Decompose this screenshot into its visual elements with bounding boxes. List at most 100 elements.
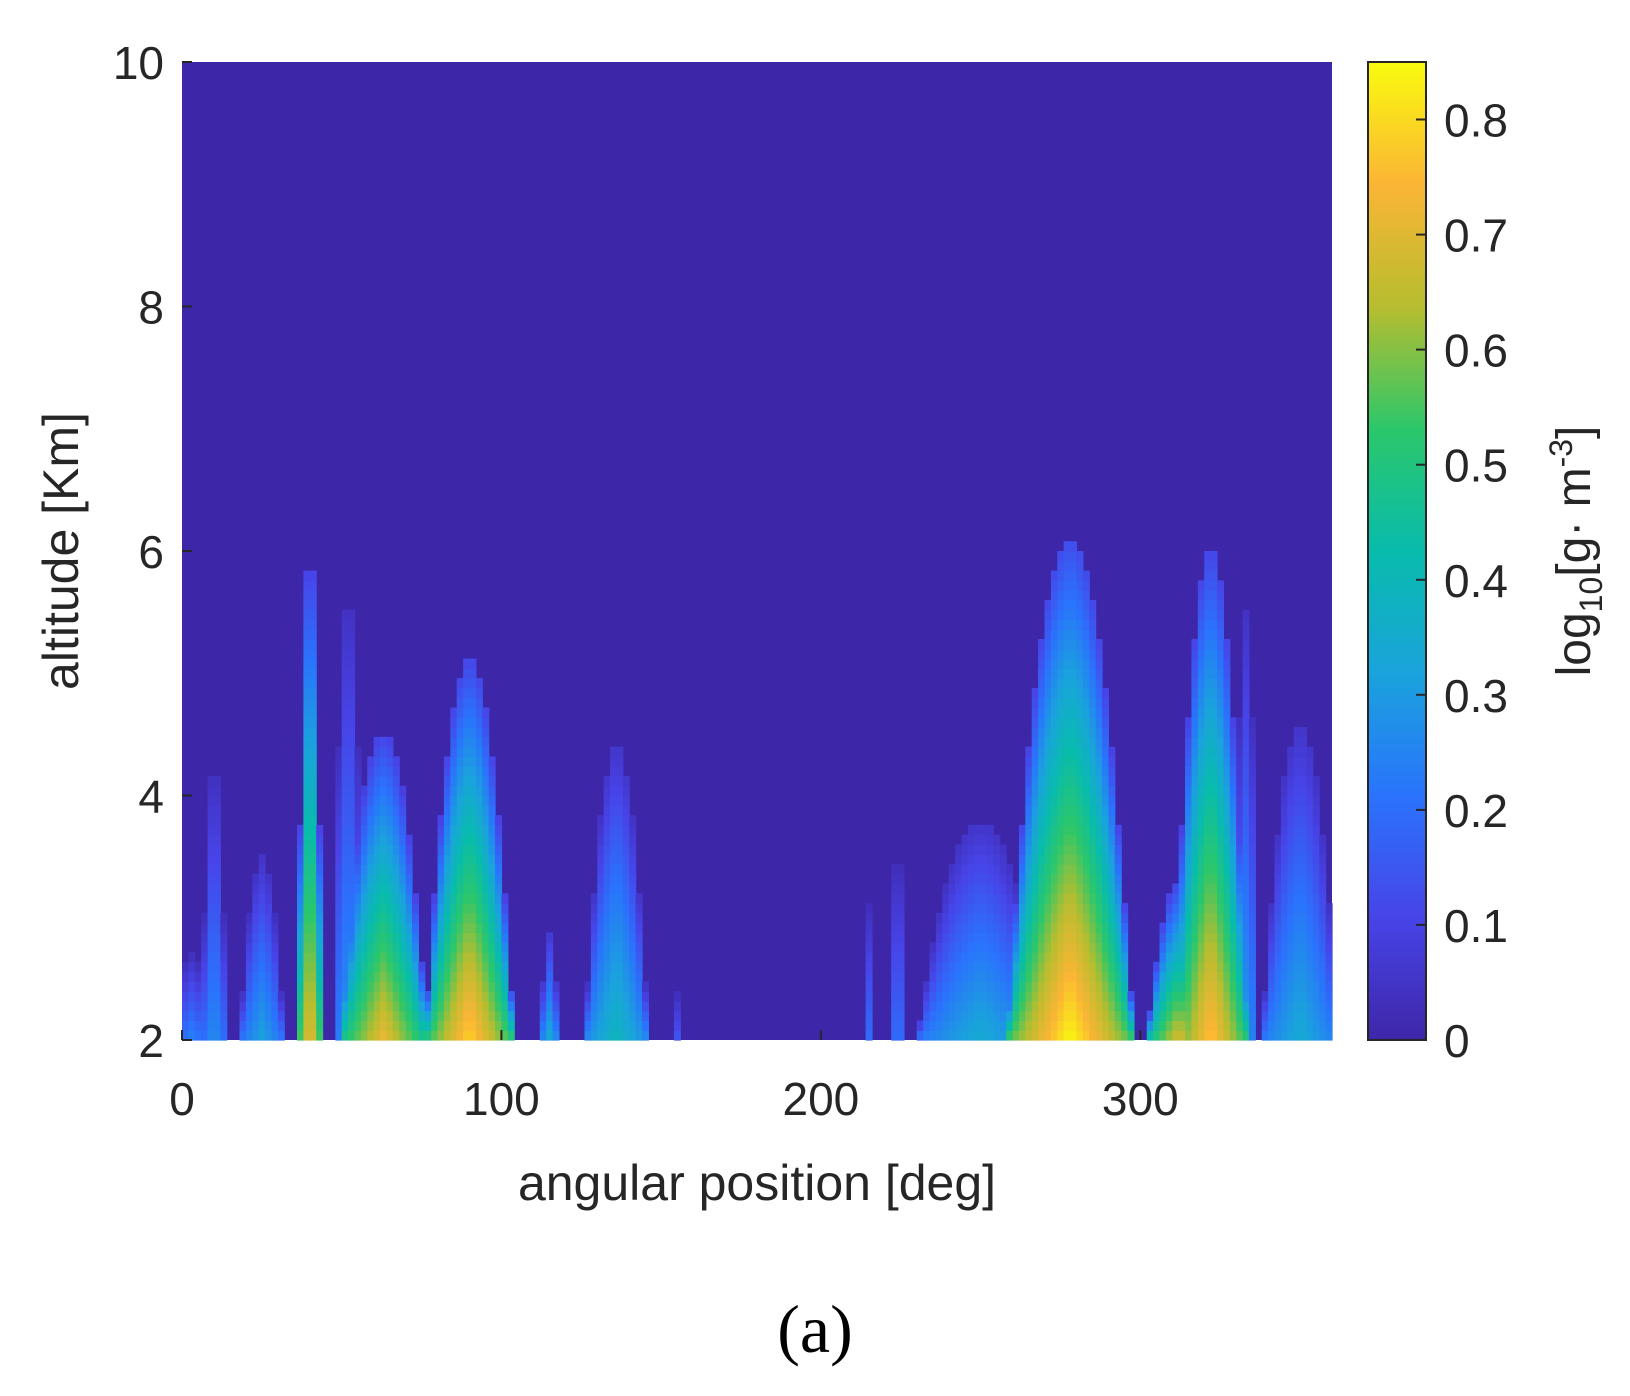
- heatmap-cell: [1044, 883, 1052, 894]
- heatmap-cell: [891, 961, 899, 973]
- heatmap-cell: [309, 1010, 317, 1022]
- heatmap-cell: [974, 844, 982, 855]
- heatmap-cell: [456, 1010, 464, 1022]
- heatmap-cell: [303, 570, 311, 581]
- heatmap-cell: [1089, 687, 1097, 699]
- heatmap-cell: [629, 824, 637, 836]
- heatmap-cell: [616, 961, 624, 973]
- heatmap-cell: [1076, 893, 1084, 904]
- heatmap-cell: [335, 863, 343, 875]
- heatmap-cell: [1063, 785, 1071, 797]
- heatmap-cell: [1312, 795, 1320, 806]
- heatmap-cell: [1076, 746, 1084, 757]
- heatmap-cell: [277, 1030, 285, 1041]
- heatmap-cell: [1089, 609, 1097, 621]
- heatmap-cell: [1306, 873, 1314, 885]
- heatmap-cell: [265, 893, 273, 904]
- heatmap-cell: [188, 961, 196, 973]
- heatmap-cell: [1050, 903, 1058, 914]
- heatmap-cell: [1268, 932, 1276, 943]
- heatmap-cell: [1095, 824, 1103, 836]
- heatmap-cell: [616, 1010, 624, 1022]
- heatmap-cell: [1248, 951, 1256, 963]
- heatmap-cell: [245, 932, 253, 943]
- heatmap-cell: [974, 922, 982, 934]
- heatmap-cell: [1050, 736, 1058, 748]
- heatmap-cell: [1006, 903, 1014, 914]
- heatmap-cell: [1236, 961, 1244, 973]
- heatmap-cell: [1300, 766, 1308, 777]
- heatmap-cell: [629, 1030, 637, 1041]
- heatmap-cell: [1268, 961, 1276, 973]
- heatmap-cell: [1312, 961, 1320, 973]
- heatmap-cell: [1229, 795, 1237, 806]
- heatmap-cell: [1210, 697, 1218, 709]
- heatmap-cell: [1114, 932, 1122, 943]
- heatmap-cell: [335, 942, 343, 953]
- heatmap-cell: [482, 922, 490, 934]
- heatmap-cell: [1312, 805, 1320, 816]
- heatmap-cell: [603, 991, 611, 1002]
- heatmap-cell: [1223, 951, 1231, 963]
- heatmap-cell: [316, 1010, 324, 1022]
- heatmap-cell: [1038, 932, 1046, 943]
- heatmap-cell: [622, 971, 630, 982]
- heatmap-cell: [1108, 815, 1116, 826]
- heatmap-cell: [955, 873, 963, 885]
- heatmap-cell: [1018, 1010, 1026, 1022]
- heatmap-cell: [245, 912, 253, 924]
- heatmap-cell: [399, 834, 407, 845]
- heatmap-cell: [271, 942, 279, 953]
- heatmap-cell: [1306, 942, 1314, 953]
- heatmap-cell: [1223, 1020, 1231, 1031]
- heatmap-cell: [1223, 1010, 1231, 1022]
- heatmap-cell: [316, 883, 324, 894]
- heatmap-cell: [1242, 775, 1250, 787]
- heatmap-cell: [1306, 961, 1314, 973]
- heatmap-cell: [552, 991, 560, 1002]
- heatmap-cell: [392, 922, 400, 934]
- heatmap-cell: [1210, 893, 1218, 904]
- heatmap-cell: [967, 981, 975, 992]
- heatmap-cell: [1070, 687, 1078, 699]
- heatmap-cell: [1280, 785, 1288, 797]
- heatmap-cell: [482, 893, 490, 904]
- heatmap-cell: [597, 971, 605, 982]
- heatmap-cell: [610, 844, 618, 855]
- heatmap-cell: [1070, 736, 1078, 748]
- heatmap-cell: [597, 961, 605, 973]
- heatmap-cell: [616, 883, 624, 894]
- heatmap-cell: [1121, 951, 1129, 963]
- heatmap-cell: [392, 951, 400, 963]
- heatmap-cell: [1223, 961, 1231, 973]
- heatmap-cell: [488, 834, 496, 845]
- heatmap-cell: [431, 922, 439, 934]
- heatmap-cell: [1044, 971, 1052, 982]
- heatmap-cell: [341, 795, 349, 806]
- heatmap-cell: [1102, 844, 1109, 855]
- heatmap-cell: [297, 883, 304, 894]
- heatmap-cell: [1274, 903, 1282, 914]
- heatmap-cell: [207, 775, 215, 787]
- heatmap-cell: [1319, 1030, 1327, 1041]
- heatmap-cell: [463, 658, 471, 669]
- colorbar-label-unit-open: [g: [1548, 537, 1601, 577]
- heatmap-cell: [501, 942, 509, 953]
- heatmap-cell: [1159, 922, 1167, 934]
- heatmap-cell: [392, 815, 400, 826]
- heatmap-cell: [309, 873, 317, 885]
- heatmap-cell: [1089, 1010, 1097, 1022]
- heatmap-cell: [386, 922, 394, 934]
- heatmap-cell: [1063, 961, 1071, 973]
- heatmap-cell: [1261, 991, 1269, 1002]
- heatmap-cell: [1204, 795, 1212, 806]
- heatmap-cell: [1280, 951, 1288, 963]
- heatmap-cell: [271, 922, 279, 934]
- heatmap-cell: [1268, 971, 1276, 982]
- heatmap-cell: [616, 893, 624, 904]
- heatmap-cell: [1236, 766, 1244, 777]
- heatmap-cell: [1063, 746, 1071, 757]
- heatmap-cell: [1248, 971, 1256, 982]
- heatmap-cell: [1050, 746, 1058, 757]
- heatmap-cell: [1217, 619, 1224, 630]
